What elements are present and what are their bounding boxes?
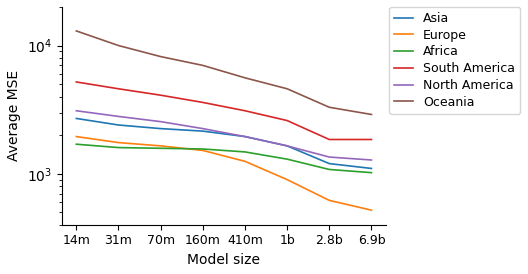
South America — [115, 87, 121, 90]
North America — [200, 127, 206, 130]
Europe — [157, 144, 164, 147]
Line: North America: North America — [77, 111, 372, 160]
North America — [115, 115, 121, 118]
Oceania — [242, 76, 248, 79]
Oceania — [200, 64, 206, 67]
North America — [284, 144, 290, 147]
Africa — [73, 142, 80, 146]
Africa — [157, 147, 164, 150]
Africa — [369, 171, 375, 174]
Europe — [73, 135, 80, 138]
Asia — [200, 130, 206, 133]
Oceania — [115, 44, 121, 47]
Europe — [369, 209, 375, 212]
Line: Africa: Africa — [77, 144, 372, 173]
Oceania — [284, 87, 290, 90]
South America — [369, 138, 375, 141]
South America — [284, 119, 290, 122]
Asia — [369, 167, 375, 170]
Europe — [115, 141, 121, 144]
South America — [242, 109, 248, 112]
Line: South America: South America — [77, 82, 372, 139]
Asia — [284, 144, 290, 147]
Oceania — [73, 29, 80, 33]
Africa — [242, 150, 248, 153]
North America — [326, 155, 333, 159]
North America — [242, 135, 248, 138]
Oceania — [369, 113, 375, 116]
Line: Oceania: Oceania — [77, 31, 372, 115]
North America — [369, 158, 375, 162]
X-axis label: Model size: Model size — [187, 253, 260, 267]
South America — [200, 101, 206, 104]
Europe — [242, 160, 248, 163]
Oceania — [157, 55, 164, 58]
Asia — [73, 117, 80, 120]
Line: Europe: Europe — [77, 136, 372, 210]
Europe — [326, 199, 333, 202]
North America — [73, 109, 80, 112]
South America — [326, 138, 333, 141]
Europe — [200, 149, 206, 152]
North America — [157, 120, 164, 123]
Asia — [242, 135, 248, 138]
Legend: Asia, Europe, Africa, South America, North America, Oceania: Asia, Europe, Africa, South America, Nor… — [390, 7, 520, 114]
Europe — [284, 178, 290, 181]
Africa — [326, 168, 333, 171]
Asia — [157, 127, 164, 130]
Asia — [115, 123, 121, 127]
Oceania — [326, 106, 333, 109]
Line: Asia: Asia — [77, 118, 372, 169]
Africa — [115, 146, 121, 149]
Asia — [326, 162, 333, 165]
Y-axis label: Average MSE: Average MSE — [7, 70, 21, 161]
South America — [73, 80, 80, 84]
South America — [157, 93, 164, 97]
Africa — [200, 147, 206, 151]
Africa — [284, 158, 290, 161]
